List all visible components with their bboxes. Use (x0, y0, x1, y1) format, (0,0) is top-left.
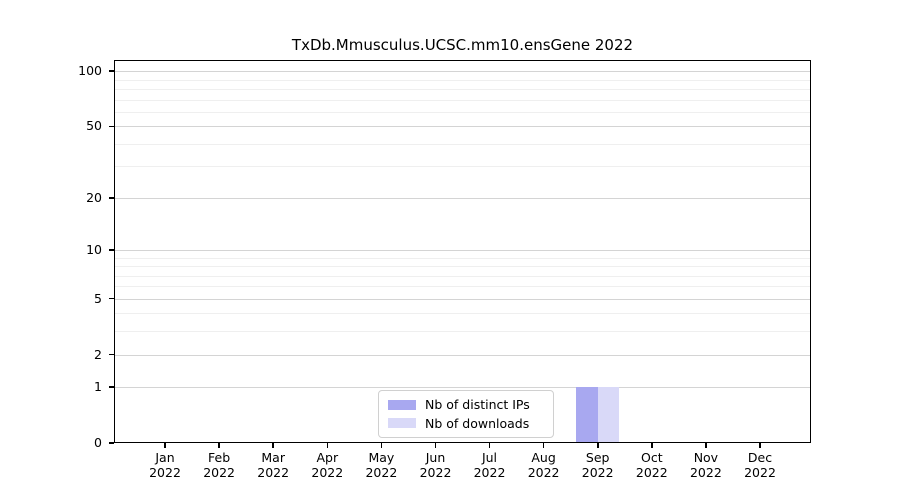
x-tick-month: Dec (747, 450, 773, 465)
x-tick-year: 2022 (744, 465, 776, 480)
x-tick-year: 2022 (635, 465, 668, 480)
x-tick-mark (380, 443, 383, 448)
x-tick-mark (326, 443, 328, 448)
legend: Nb of distinct IPs Nb of downloads (378, 390, 554, 438)
x-tick-label: Jul 2022 (460, 450, 520, 480)
x-tick-year: 2022 (365, 465, 398, 480)
x-tick-year: 2022 (149, 465, 181, 480)
legend-swatch (388, 399, 416, 410)
x-tick-label: Sep 2022 (568, 450, 628, 480)
chart-title: TxDb.Mmusculus.UCSC.mm10.ensGene 2022 (291, 36, 634, 54)
x-tick-year: 2022 (419, 465, 452, 480)
x-tick-month: Oct (640, 450, 663, 465)
x-tick-year: 2022 (581, 465, 614, 480)
x-tick-month: Sep (585, 450, 610, 465)
x-tick-mark (542, 443, 545, 448)
y-tick-label: 10 (86, 241, 102, 257)
x-tick-label: Dec 2022 (730, 450, 790, 480)
x-tick-label: May 2022 (351, 450, 411, 480)
legend-entry: Nb of distinct IPs (388, 397, 544, 412)
plot-frame (114, 60, 811, 443)
y-tick-label: 2 (94, 346, 102, 362)
x-tick-label: Jun 2022 (406, 450, 466, 480)
x-tick-year: 2022 (257, 465, 290, 480)
legend-label: Nb of downloads (425, 415, 530, 431)
x-tick-year: 2022 (311, 465, 344, 480)
x-tick-mark (164, 443, 166, 448)
x-tick-month: Mar (261, 450, 285, 465)
legend-entry: Nb of downloads (388, 416, 544, 431)
y-tick-label: 50 (86, 118, 102, 134)
x-tick-label: Mar 2022 (243, 450, 303, 480)
x-tick-mark (759, 443, 761, 448)
y-tick-label: 1 (94, 379, 102, 395)
x-tick-month: Nov (693, 450, 719, 465)
x-tick-month: Jun (425, 450, 446, 465)
x-tick-label: Jan 2022 (135, 450, 195, 480)
x-tick-month: Jan (155, 450, 175, 465)
x-tick-mark (218, 443, 220, 448)
legend-swatch (388, 418, 416, 429)
x-tick-label: Nov 2022 (676, 450, 736, 480)
x-tick-label: Oct 2022 (622, 450, 682, 480)
y-tick-label: 5 (94, 290, 102, 306)
x-tick-month: Feb (208, 450, 231, 465)
x-tick-label: Feb 2022 (189, 450, 249, 480)
x-tick-year: 2022 (203, 465, 235, 480)
x-tick-label: Aug 2022 (514, 450, 574, 480)
y-tick-label: 20 (86, 189, 102, 205)
x-tick-month: Apr (316, 450, 339, 465)
x-tick-mark (434, 443, 437, 448)
x-tick-month: Jul (481, 450, 498, 465)
legend-label: Nb of distinct IPs (425, 397, 530, 413)
x-tick-month: Aug (531, 450, 556, 465)
x-tick-mark (651, 443, 653, 448)
x-tick-year: 2022 (689, 465, 722, 480)
x-tick-mark (597, 443, 599, 448)
x-tick-month: May (368, 450, 395, 465)
y-tick-label: 0 (94, 435, 102, 450)
x-tick-label: Apr 2022 (297, 450, 357, 480)
x-tick-mark (272, 443, 274, 448)
x-tick-year: 2022 (527, 465, 560, 480)
y-tick-label: 100 (78, 63, 102, 79)
x-tick-year: 2022 (473, 465, 506, 480)
x-tick-mark (705, 443, 707, 448)
x-tick-mark (488, 443, 491, 448)
